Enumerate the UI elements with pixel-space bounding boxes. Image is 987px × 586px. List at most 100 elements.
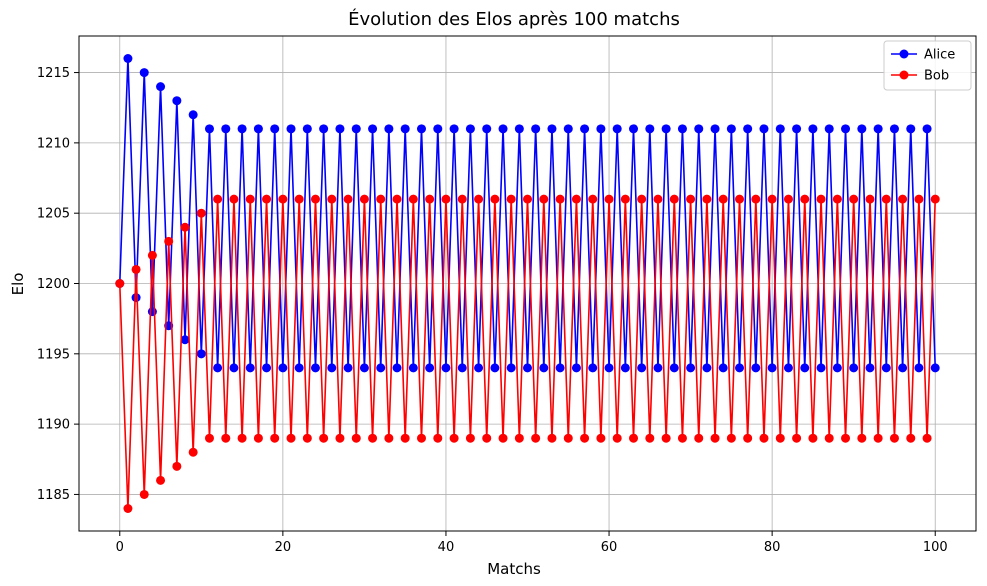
data-point-bob [677, 433, 687, 443]
data-point-bob [425, 194, 435, 204]
data-point-bob [376, 194, 386, 204]
data-point-alice [898, 363, 908, 373]
data-point-alice [637, 363, 647, 373]
x-tick-label: 40 [438, 540, 455, 555]
data-point-bob [368, 433, 378, 443]
data-point-alice [498, 124, 508, 134]
data-point-bob [335, 433, 345, 443]
data-point-alice [310, 363, 320, 373]
data-point-alice [449, 124, 459, 134]
data-point-alice [229, 363, 239, 373]
data-point-alice [278, 363, 288, 373]
data-point-alice [612, 124, 622, 134]
x-tick-label: 0 [116, 540, 124, 555]
data-point-alice [718, 363, 728, 373]
data-point-bob [718, 194, 728, 204]
data-point-bob [841, 433, 851, 443]
data-point-bob [783, 194, 793, 204]
data-point-bob [278, 194, 288, 204]
data-point-bob [514, 433, 524, 443]
data-point-alice [865, 363, 875, 373]
data-point-bob [213, 194, 223, 204]
x-tick-label: 100 [923, 540, 948, 555]
data-point-bob [857, 433, 867, 443]
data-point-bob [221, 433, 231, 443]
data-point-bob [792, 433, 802, 443]
data-point-alice [425, 363, 435, 373]
data-point-alice [930, 363, 940, 373]
legend: Alice Bob [883, 40, 972, 91]
data-point-bob [849, 194, 859, 204]
data-point-bob [465, 433, 475, 443]
data-point-alice [376, 363, 386, 373]
data-point-bob [661, 433, 671, 443]
data-point-bob [930, 194, 940, 204]
data-point-alice [359, 363, 369, 373]
data-point-bob [204, 433, 214, 443]
data-point-bob [914, 194, 924, 204]
data-point-alice [922, 124, 932, 134]
data-point-alice [743, 124, 753, 134]
data-point-alice [580, 124, 590, 134]
data-point-alice [759, 124, 769, 134]
x-tick-label: 60 [601, 540, 618, 555]
data-point-bob [172, 461, 182, 471]
data-point-bob [433, 433, 443, 443]
data-point-bob [694, 433, 704, 443]
data-point-bob [873, 433, 883, 443]
data-point-bob [881, 194, 891, 204]
data-point-bob [523, 194, 532, 204]
y-tick-label: 1215 [37, 66, 70, 81]
data-point-bob [302, 433, 312, 443]
data-point-alice [245, 363, 255, 373]
data-point-bob [457, 194, 467, 204]
y-axis: 1185 1190 1195 1200 1205 1210 1215 [37, 66, 79, 503]
data-point-alice [131, 293, 141, 303]
data-point-bob [922, 433, 932, 443]
data-point-alice [841, 124, 851, 134]
data-point-bob [319, 433, 329, 443]
data-point-bob [180, 222, 190, 232]
data-point-bob [156, 475, 166, 485]
data-point-alice [490, 363, 500, 373]
data-point-alice [849, 363, 859, 373]
data-point-bob [327, 194, 337, 204]
data-point-alice [237, 124, 247, 134]
data-point-bob [580, 433, 590, 443]
data-point-bob [800, 194, 810, 204]
data-point-alice [441, 363, 451, 373]
data-point-alice [816, 363, 826, 373]
data-point-alice [384, 124, 394, 134]
data-point-alice [645, 124, 655, 134]
data-point-bob [889, 433, 899, 443]
data-point-bob [408, 194, 418, 204]
data-point-alice [889, 124, 899, 134]
data-point-alice [335, 124, 345, 134]
y-tick-label: 1185 [37, 488, 70, 503]
y-axis-label: Elo [9, 273, 27, 296]
data-point-bob [286, 433, 296, 443]
data-point-alice [800, 363, 810, 373]
data-point-bob [139, 489, 149, 499]
data-point-alice [726, 124, 736, 134]
series-alice [115, 54, 940, 373]
data-point-alice [523, 363, 532, 373]
data-point-alice [857, 124, 867, 134]
data-point-bob [702, 194, 712, 204]
legend-marker-bob [899, 70, 909, 80]
data-point-alice [702, 363, 712, 373]
data-point-bob [539, 194, 549, 204]
data-point-alice [539, 363, 549, 373]
data-point-bob [743, 433, 753, 443]
data-point-alice [832, 363, 842, 373]
data-point-bob [229, 194, 239, 204]
x-tick-label: 80 [764, 540, 781, 555]
data-point-alice [751, 363, 761, 373]
y-tick-label: 1195 [37, 347, 70, 362]
data-point-bob [343, 194, 353, 204]
data-point-bob [767, 194, 777, 204]
data-point-bob [726, 433, 736, 443]
data-point-alice [474, 363, 484, 373]
data-point-alice [123, 54, 133, 63]
